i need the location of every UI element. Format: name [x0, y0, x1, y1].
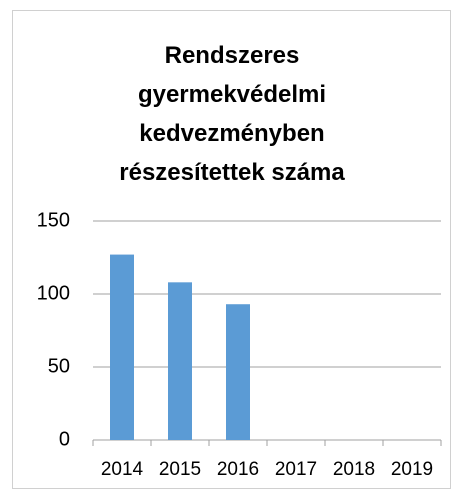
y-tick-label: 150 [37, 209, 70, 231]
chart-title: Rendszeres gyermekvédelmi kedvezményben … [119, 42, 345, 186]
bar [168, 282, 192, 440]
x-tick-label: 2016 [217, 459, 259, 480]
y-tick-label: 100 [37, 282, 70, 304]
x-tick-label: 2018 [333, 459, 375, 480]
y-tick-label: 0 [59, 428, 70, 450]
x-tick-label: 2017 [275, 459, 317, 480]
x-tick-label: 2014 [101, 459, 144, 480]
bar [110, 254, 134, 440]
bar [226, 304, 250, 440]
chart-frame [12, 10, 451, 489]
y-tick-label: 50 [48, 355, 70, 377]
x-tick-label: 2015 [159, 459, 201, 480]
x-tick-label: 2019 [391, 459, 433, 480]
